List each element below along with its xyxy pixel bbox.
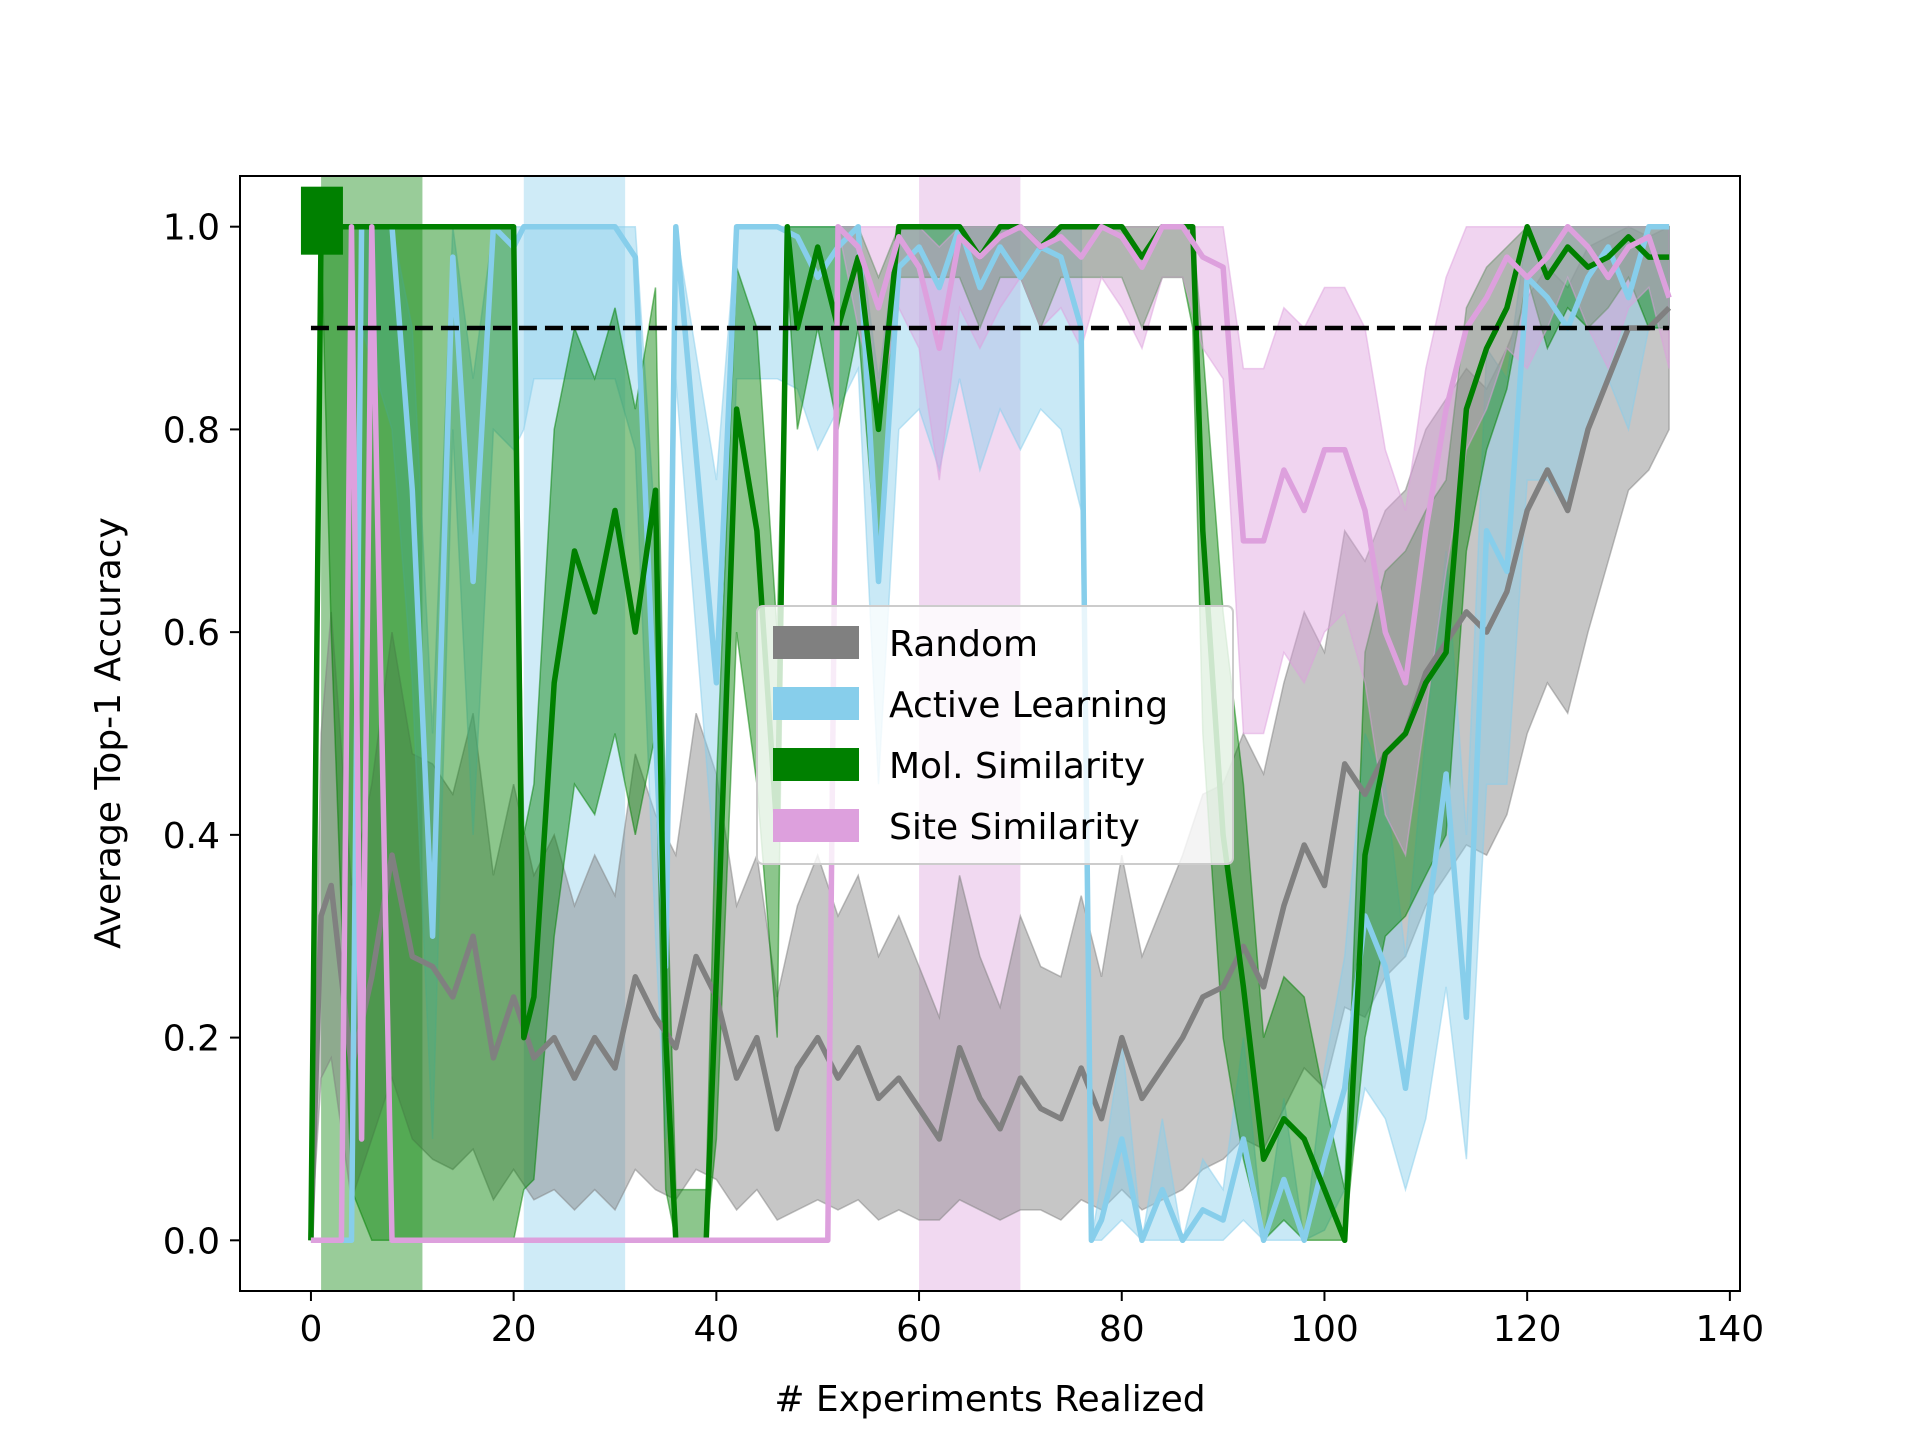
series-line-random [308,305,1672,1241]
y-tick-label: 0.2 [163,1019,220,1060]
legend-label-site-similarity: Site Similarity [889,807,1140,848]
y-tick-label: 1.0 [163,208,220,249]
x-tick-label: 80 [1099,1309,1145,1350]
legend-swatch-mol-similarity [773,748,859,781]
y-tick-label: 0.0 [163,1221,220,1262]
series-line-site-similarity [310,223,1672,1244]
legend: Random Active Learning Mol. Similarity Site… [756,605,1234,865]
legend-swatch-site-similarity [773,809,859,842]
legend-frame [756,605,1234,865]
y-tick-label: 0.8 [163,410,220,451]
x-tick-label: 40 [693,1309,739,1350]
y-axis-label: Average Top-1 Accuracy [88,517,129,949]
start-marker-mol-similarity [300,186,343,255]
legend-swatch-active-learning [773,687,859,720]
legend-label-mol-similarity: Mol. Similarity [889,746,1145,787]
x-axis: 0 20 40 60 80 100 120 140 [299,1291,1764,1350]
series-line-mol-similarity [308,223,1670,1244]
x-tick-label: 0 [299,1309,322,1350]
x-tick-label: 100 [1290,1309,1359,1350]
x-tick-label: 140 [1696,1309,1765,1350]
y-axis: 0.0 0.2 0.4 0.6 0.8 1.0 [163,208,240,1262]
x-axis-label: # Experiments Realized [774,1379,1205,1420]
legend-label-active-learning: Active Learning [889,685,1168,726]
legend-swatch-random [773,626,859,659]
y-tick-label: 0.4 [163,816,220,857]
x-tick-label: 60 [896,1309,942,1350]
series-line-active-learning [310,223,1670,1244]
legend-label-random: Random [889,624,1038,665]
y-tick-label: 0.6 [163,613,220,654]
start-markers [300,186,343,255]
x-tick-label: 20 [491,1309,537,1350]
x-tick-label: 120 [1493,1309,1562,1350]
series-lines [308,223,1672,1244]
plot-frame [239,175,1741,1292]
